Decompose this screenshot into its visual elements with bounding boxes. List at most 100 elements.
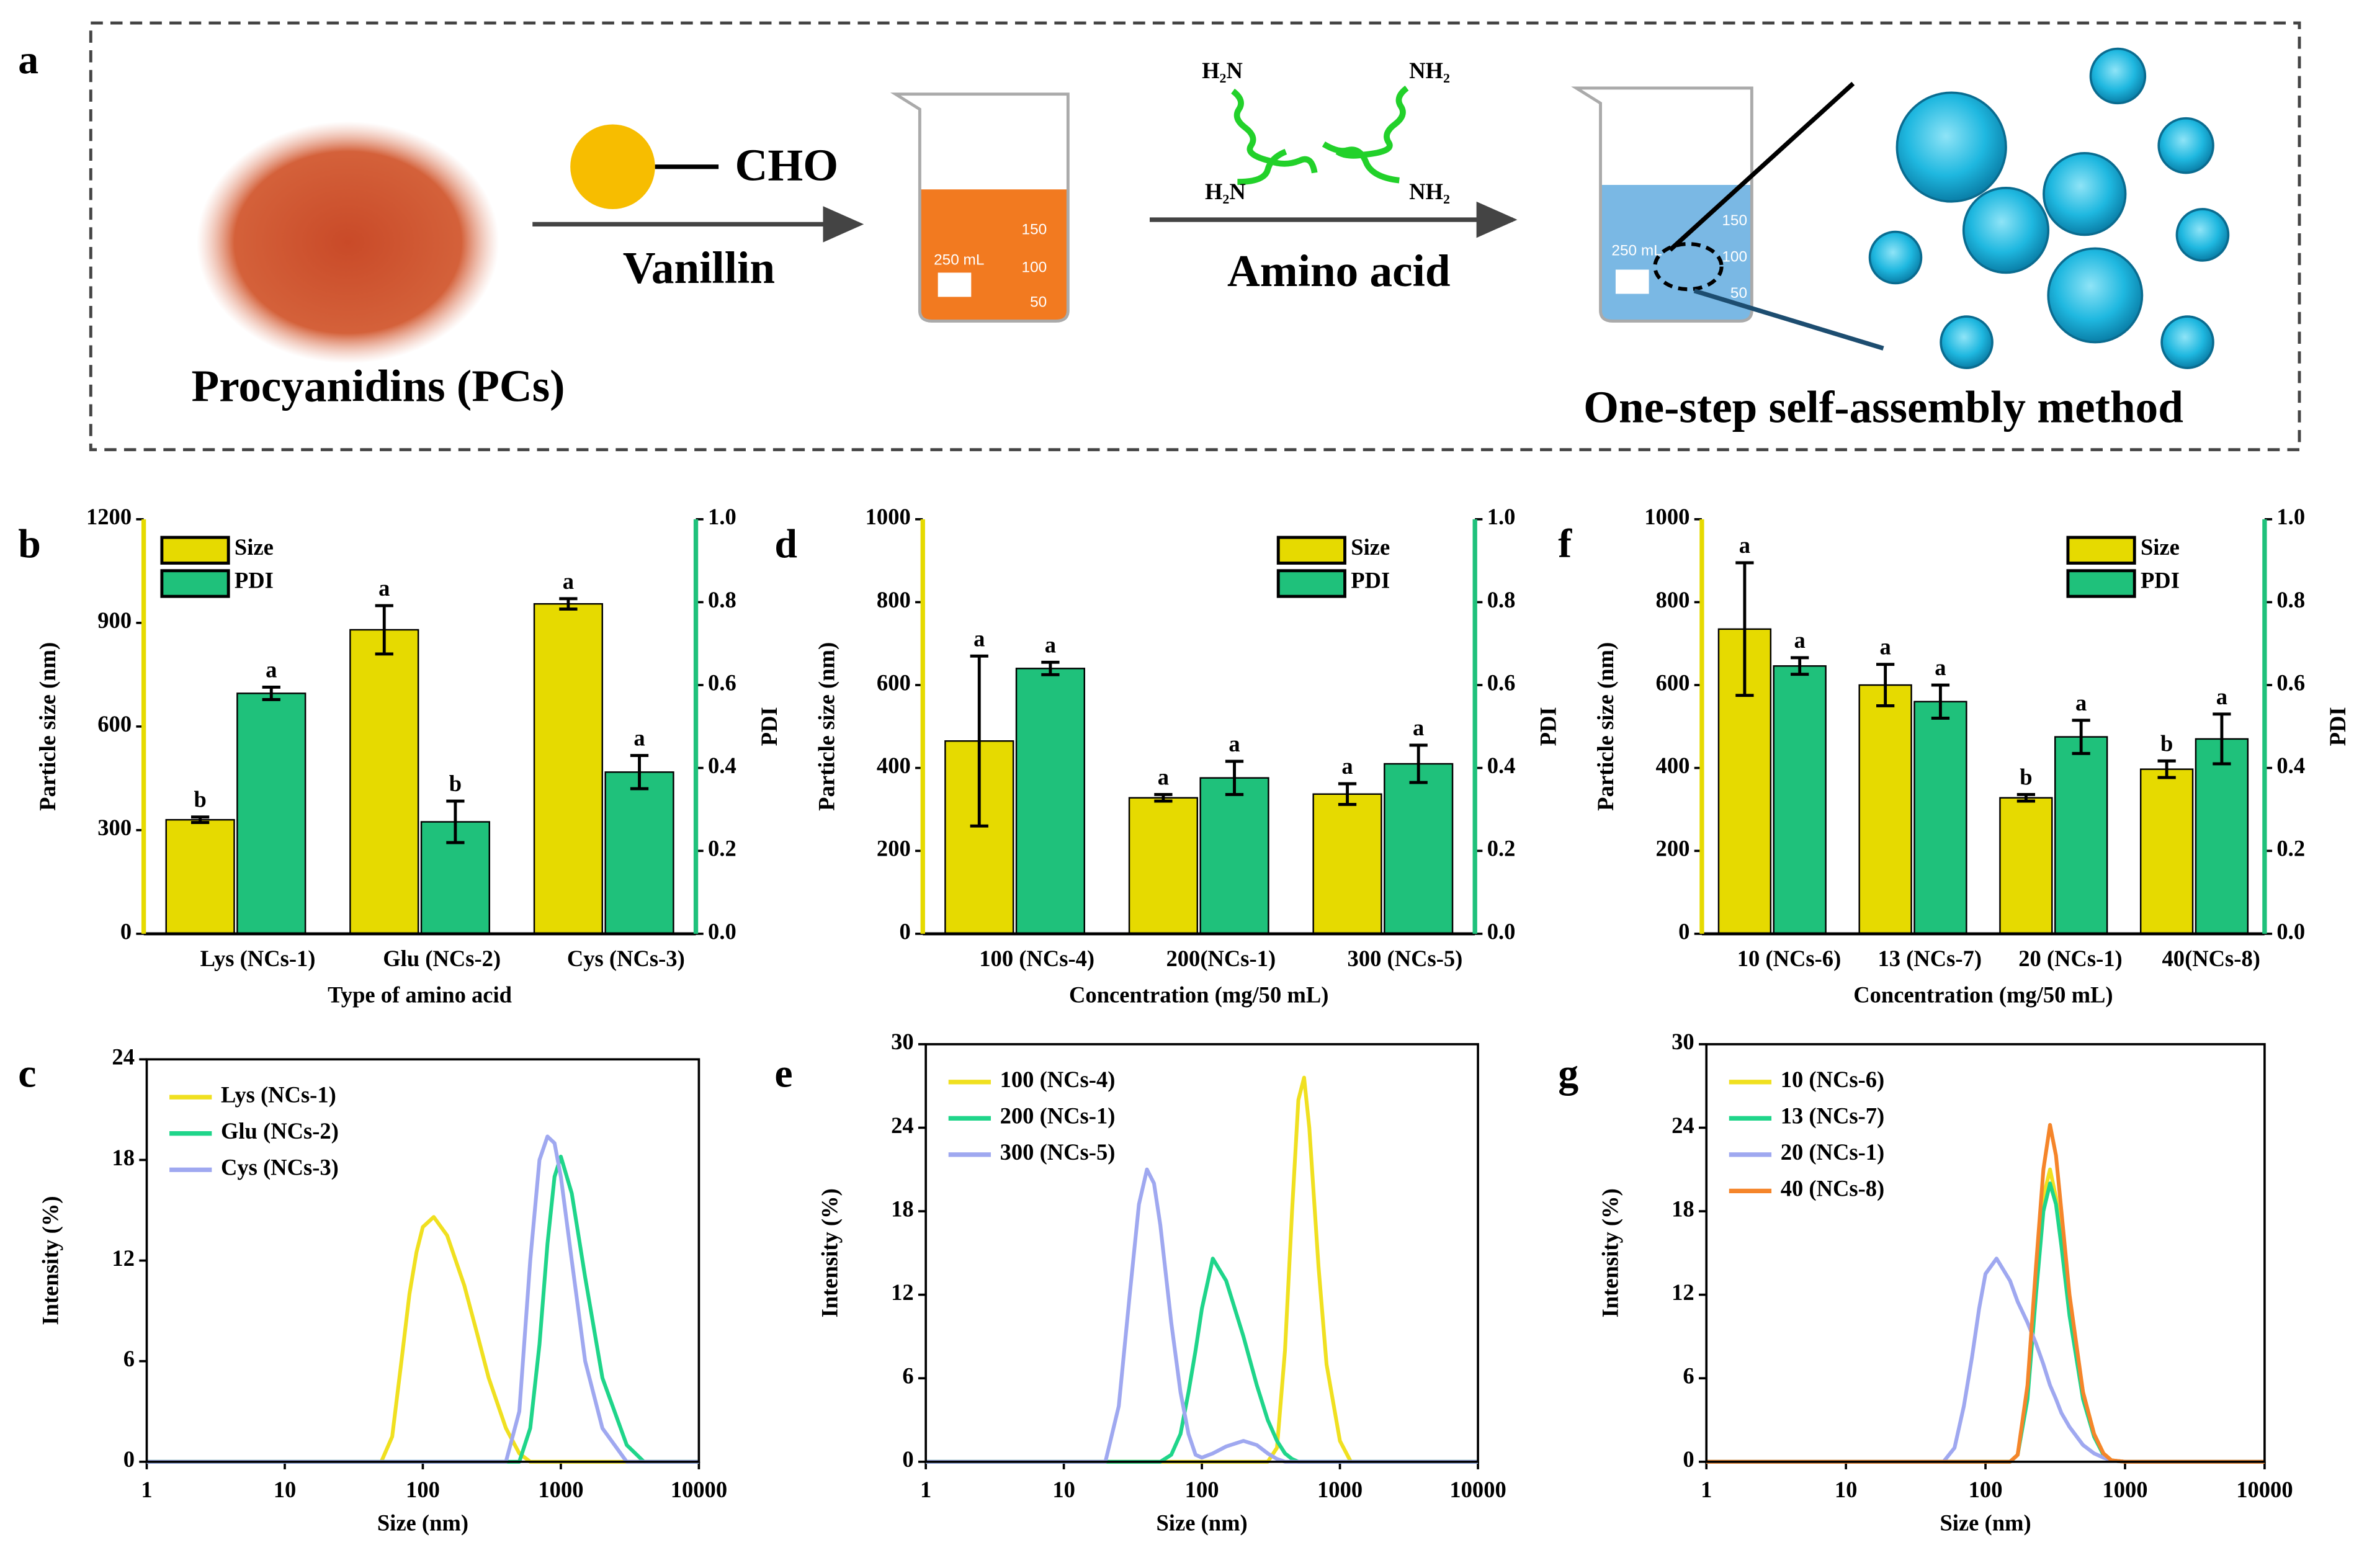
- y-tick-label: 0: [120, 918, 132, 944]
- error-bar: [630, 754, 649, 791]
- error-bar: [2072, 719, 2090, 755]
- legend-label: 20 (NCs-1): [1781, 1139, 1885, 1165]
- y-tick-label: 800: [1656, 587, 1690, 612]
- x-axis-label: Size (nm): [377, 1510, 468, 1536]
- y-tick-label: 6: [1683, 1363, 1694, 1389]
- x-tick-label: Cys (NCs-3): [567, 946, 685, 971]
- x-tick-label: 100 (NCs-4): [979, 946, 1094, 971]
- error-bar: [2213, 712, 2231, 766]
- x-axis-label: Type of amino acid: [328, 982, 512, 1008]
- y-tick-label: 300: [97, 815, 132, 840]
- legend-label: 10 (NCs-6): [1781, 1067, 1885, 1092]
- beaker-label: 50: [1730, 285, 1747, 302]
- beaker: 250 mL 150 100 50: [1571, 81, 1884, 351]
- y2-tick-label: 0.4: [1487, 753, 1516, 778]
- x-tick-label: 10: [1052, 1477, 1075, 1502]
- error-bar: [1154, 792, 1173, 803]
- x-tick-label: 10000: [671, 1477, 727, 1502]
- x-axis-label: Concentration (mg/50 mL): [1853, 982, 2113, 1008]
- reagent-label: Amino acid: [1227, 246, 1451, 296]
- y2-tick-label: 1.0: [2276, 504, 2305, 529]
- legend-label: Size: [1351, 534, 1390, 560]
- powder-label: Procyanidins (PCs): [192, 361, 565, 411]
- significance-letter: a: [1341, 753, 1353, 779]
- significance-letter: a: [563, 568, 574, 594]
- amine-label: H₂N: [1202, 58, 1243, 83]
- beaker-label: 250 mL: [1611, 243, 1662, 259]
- error-bar: [2157, 759, 2176, 779]
- amine-label: H₂N: [1205, 179, 1246, 204]
- y2-tick-label: 0.2: [2276, 836, 2305, 861]
- plot-frame: [1705, 1043, 2266, 1463]
- beaker-label: 100: [1722, 248, 1747, 265]
- y-tick-label: 600: [877, 670, 911, 695]
- y-tick-label: 600: [97, 711, 132, 737]
- significance-letter: a: [1229, 731, 1240, 756]
- error-bar: [1041, 660, 1060, 676]
- x-tick-label: 20 (NCs-1): [2018, 946, 2123, 971]
- significance-letter: b: [2020, 764, 2032, 789]
- significance-letter: a: [1794, 627, 1806, 653]
- y2-tick-label: 0.8: [2276, 587, 2305, 612]
- significance-letter: a: [1413, 715, 1424, 740]
- panel-label: a: [18, 37, 38, 83]
- x-tick-label: 1: [920, 1477, 931, 1502]
- series-line: [1706, 1181, 2265, 1464]
- error-bar: [446, 799, 465, 844]
- bar: [165, 818, 235, 935]
- beaker: 250 mL 150 100 50: [890, 92, 1070, 323]
- error-bar: [1409, 743, 1428, 784]
- y-tick-label: 0: [902, 1446, 913, 1472]
- bar: [2054, 736, 2108, 935]
- y-tick-label: 24: [112, 1044, 135, 1070]
- y2-tick-label: 1.0: [708, 504, 736, 529]
- significance-letter: a: [1045, 632, 1056, 657]
- y2-tick-label: 1.0: [1487, 504, 1516, 529]
- method-label: One-step self-assembly method: [1583, 382, 2183, 432]
- y2-tick-label: 0.8: [1487, 587, 1516, 612]
- y2-tick-label: 0.0: [1487, 918, 1516, 944]
- significance-letter: a: [2075, 690, 2087, 715]
- schematic: a Procyanidins (PCs) CHO Vanillin 250 mL…: [18, 21, 2301, 452]
- significance-letter: a: [1935, 655, 1946, 680]
- x-axis-label: Size (nm): [1156, 1510, 1247, 1536]
- legend-label: 100 (NCs-4): [1000, 1067, 1116, 1092]
- y2-tick-label: 0.0: [708, 918, 736, 944]
- y2-tick-label: 0.4: [2276, 753, 2305, 778]
- x-tick-label: 1: [1701, 1477, 1712, 1502]
- x-axis-label: Size (nm): [1940, 1510, 2031, 1536]
- significance-letter: b: [2160, 730, 2173, 756]
- y-tick-label: 600: [1656, 670, 1690, 695]
- y-tick-label: 6: [123, 1346, 135, 1371]
- bar: [1384, 763, 1454, 935]
- error-bar: [1735, 561, 1754, 697]
- bar: [1858, 684, 1912, 935]
- bar: [349, 629, 419, 935]
- legend-swatch: [1276, 569, 1346, 598]
- y-tick-label: 12: [891, 1279, 914, 1305]
- panel-label: b: [18, 521, 41, 567]
- x-tick-label: 1000: [2102, 1477, 2147, 1502]
- legend-label: 300 (NCs-5): [1000, 1139, 1116, 1165]
- amino-acid: [1231, 86, 1409, 185]
- x-tick-label: 200(NCs-1): [1166, 946, 1276, 971]
- y-tick-label: 30: [1672, 1029, 1694, 1054]
- plot-frame: [145, 1058, 700, 1463]
- y-tick-label: 12: [1672, 1279, 1694, 1305]
- amine-label: NH₂: [1409, 179, 1450, 204]
- y2-axis-label: PDI: [756, 707, 782, 746]
- y2-tick-label: 0.2: [1487, 836, 1516, 861]
- series-line: [1706, 1167, 2265, 1464]
- x-tick-label: 10000: [1449, 1477, 1506, 1502]
- error-bar: [190, 815, 210, 825]
- x-tick-label: Glu (NCs-2): [383, 946, 501, 971]
- significance-letter: a: [266, 656, 277, 682]
- y-tick-label: 1000: [1644, 504, 1689, 529]
- bar: [236, 692, 307, 935]
- x-tick-label: 100: [406, 1477, 440, 1502]
- legend-label: 40 (NCs-8): [1781, 1176, 1885, 1201]
- bar: [1913, 701, 1967, 935]
- y-tick-label: 18: [112, 1145, 135, 1170]
- significance-letter: a: [2216, 684, 2227, 709]
- y2-tick-label: 0.6: [2276, 670, 2305, 695]
